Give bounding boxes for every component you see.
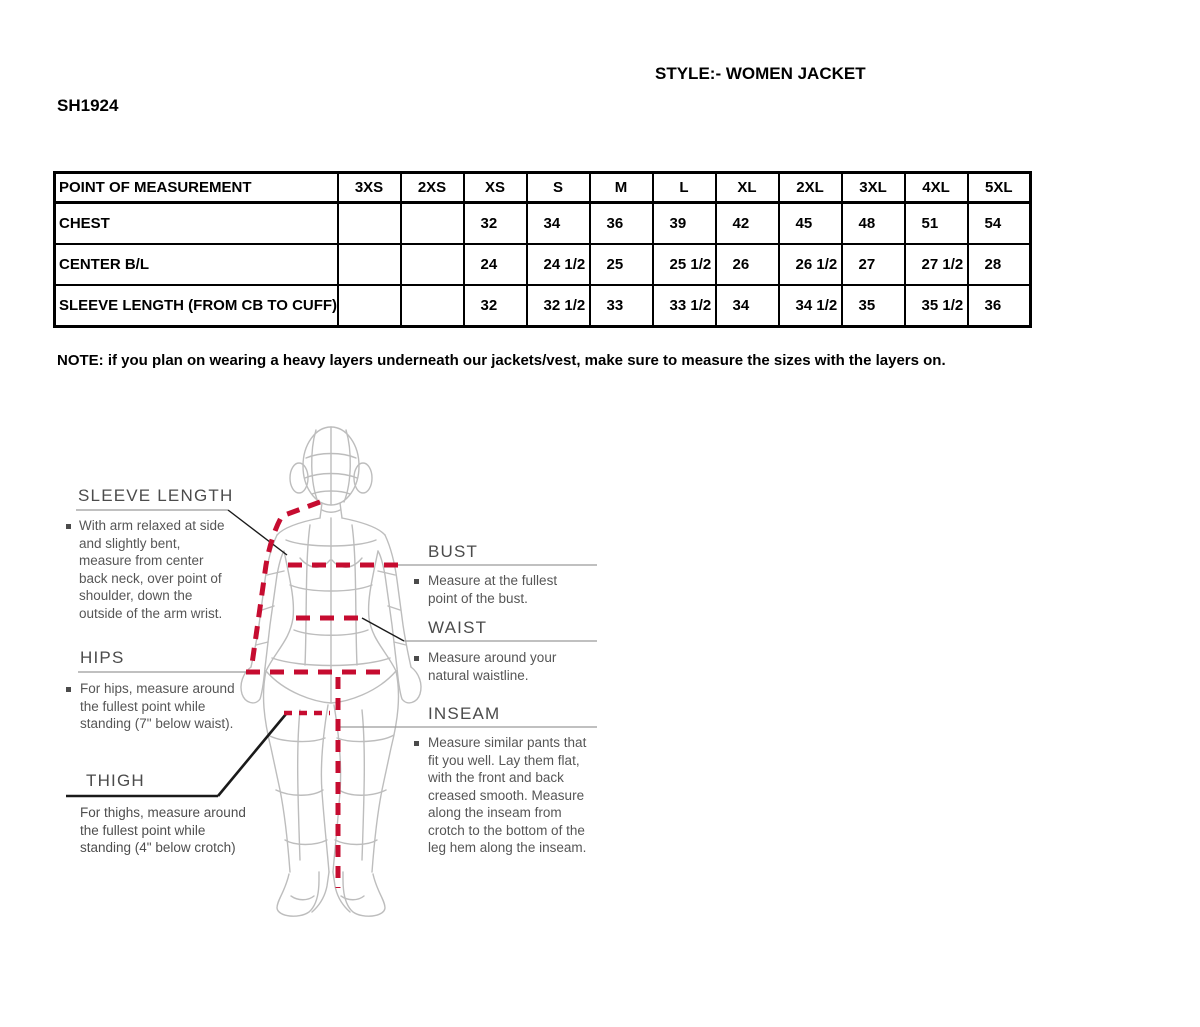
- cell: 26: [714, 243, 780, 286]
- cell: 25 1/2: [651, 243, 717, 286]
- thigh-heading: THIGH: [86, 771, 145, 790]
- cell: 32: [462, 284, 528, 328]
- cell: 28: [966, 243, 1032, 286]
- cell: 27: [840, 243, 906, 286]
- bullet-square-icon: [66, 524, 71, 529]
- cell: [399, 284, 465, 328]
- hips-heading: HIPS: [80, 648, 125, 667]
- cell: 35: [840, 284, 906, 328]
- column-header: 2XS: [399, 171, 465, 204]
- cell: [399, 243, 465, 286]
- style-title: STYLE:- WOMEN JACKET: [655, 64, 866, 83]
- column-header: M: [588, 171, 654, 204]
- cell: 32: [462, 201, 528, 245]
- bullet-square-icon: [414, 579, 419, 584]
- size-chart-table: POINT OF MEASUREMENT 3XS 2XS XS S M L XL…: [53, 171, 1032, 328]
- measure-lines: [246, 499, 398, 888]
- cell: [399, 201, 465, 245]
- column-header: 2XL: [777, 171, 843, 204]
- waist-heading: WAIST: [428, 618, 488, 637]
- cell: 33 1/2: [651, 284, 717, 328]
- inseam-description: Measure similar pants that fit you well.…: [428, 735, 587, 855]
- cell: 45: [777, 201, 843, 245]
- column-header: 3XS: [336, 171, 402, 204]
- cell: 51: [903, 201, 969, 245]
- note-text: NOTE: if you plan on wearing a heavy lay…: [57, 352, 946, 369]
- cell: 32 1/2: [525, 284, 591, 328]
- cell: 34 1/2: [777, 284, 843, 328]
- cell: 33: [588, 284, 654, 328]
- measurement-diagram-illustration: [66, 426, 597, 917]
- waist-pointer-line: [361, 617, 405, 642]
- size-chart-header-row: POINT OF MEASUREMENT 3XS 2XS XS S M L XL…: [53, 171, 1032, 204]
- cell: 42: [714, 201, 780, 245]
- cell: 36: [588, 201, 654, 245]
- thigh-pointer-line: [216, 713, 288, 797]
- column-header: S: [525, 171, 591, 204]
- cell: 34: [525, 201, 591, 245]
- cell: 24: [462, 243, 528, 286]
- cell: 34: [714, 284, 780, 328]
- cell: [336, 243, 402, 286]
- cell: 39: [651, 201, 717, 245]
- leader-lines: [66, 509, 597, 798]
- bullet-square-icon: [414, 741, 419, 746]
- inseam-heading: INSEAM: [428, 704, 501, 723]
- sleeve-length-pointer-line: [227, 509, 288, 556]
- cell: 25: [588, 243, 654, 286]
- row-label: SLEEVE LENGTH (FROM CB TO CUFF): [53, 284, 339, 328]
- mannequin-figure: [240, 426, 422, 917]
- waist-description: Measure around your natural waistline.: [428, 650, 557, 683]
- column-header: 5XL: [966, 171, 1032, 204]
- column-header: XS: [462, 171, 528, 204]
- sleeve-length-heading: SLEEVE LENGTH: [78, 486, 234, 505]
- bullet-square-icon: [414, 656, 419, 661]
- cell: [336, 284, 402, 328]
- hips-description: For hips, measure around the fullest poi…: [80, 681, 235, 731]
- column-header: 4XL: [903, 171, 969, 204]
- table-row-chest: CHEST 32 34 36 39 42 45 48 51 54: [53, 201, 1032, 245]
- sleeve-length-description: With arm relaxed at side and slightly be…: [79, 518, 225, 621]
- column-header: XL: [714, 171, 780, 204]
- cell: 35 1/2: [903, 284, 969, 328]
- column-header: 3XL: [840, 171, 906, 204]
- cell: 54: [966, 201, 1032, 245]
- row-label: CHEST: [53, 201, 339, 245]
- cell: 48: [840, 201, 906, 245]
- table-row-sleeve-length: SLEEVE LENGTH (FROM CB TO CUFF) 32 32 1/…: [53, 284, 1032, 328]
- cell: 24 1/2: [525, 243, 591, 286]
- sleeve-measure-line: [249, 499, 321, 665]
- column-header: POINT OF MEASUREMENT: [53, 171, 339, 204]
- column-header: L: [651, 171, 717, 204]
- bust-heading: BUST: [428, 542, 479, 561]
- cell: 36: [966, 284, 1032, 328]
- bullet-square-icon: [66, 687, 71, 692]
- style-code: SH1924: [57, 96, 119, 115]
- thigh-description: For thighs, measure around the fullest p…: [80, 805, 246, 855]
- table-row-center-bl: CENTER B/L 24 24 1/2 25 25 1/2 26 26 1/2…: [53, 243, 1032, 286]
- row-label: CENTER B/L: [53, 243, 339, 286]
- bust-description: Measure at the fullest point of the bust…: [428, 573, 558, 606]
- cell: 26 1/2: [777, 243, 843, 286]
- cell: [336, 201, 402, 245]
- cell: 27 1/2: [903, 243, 969, 286]
